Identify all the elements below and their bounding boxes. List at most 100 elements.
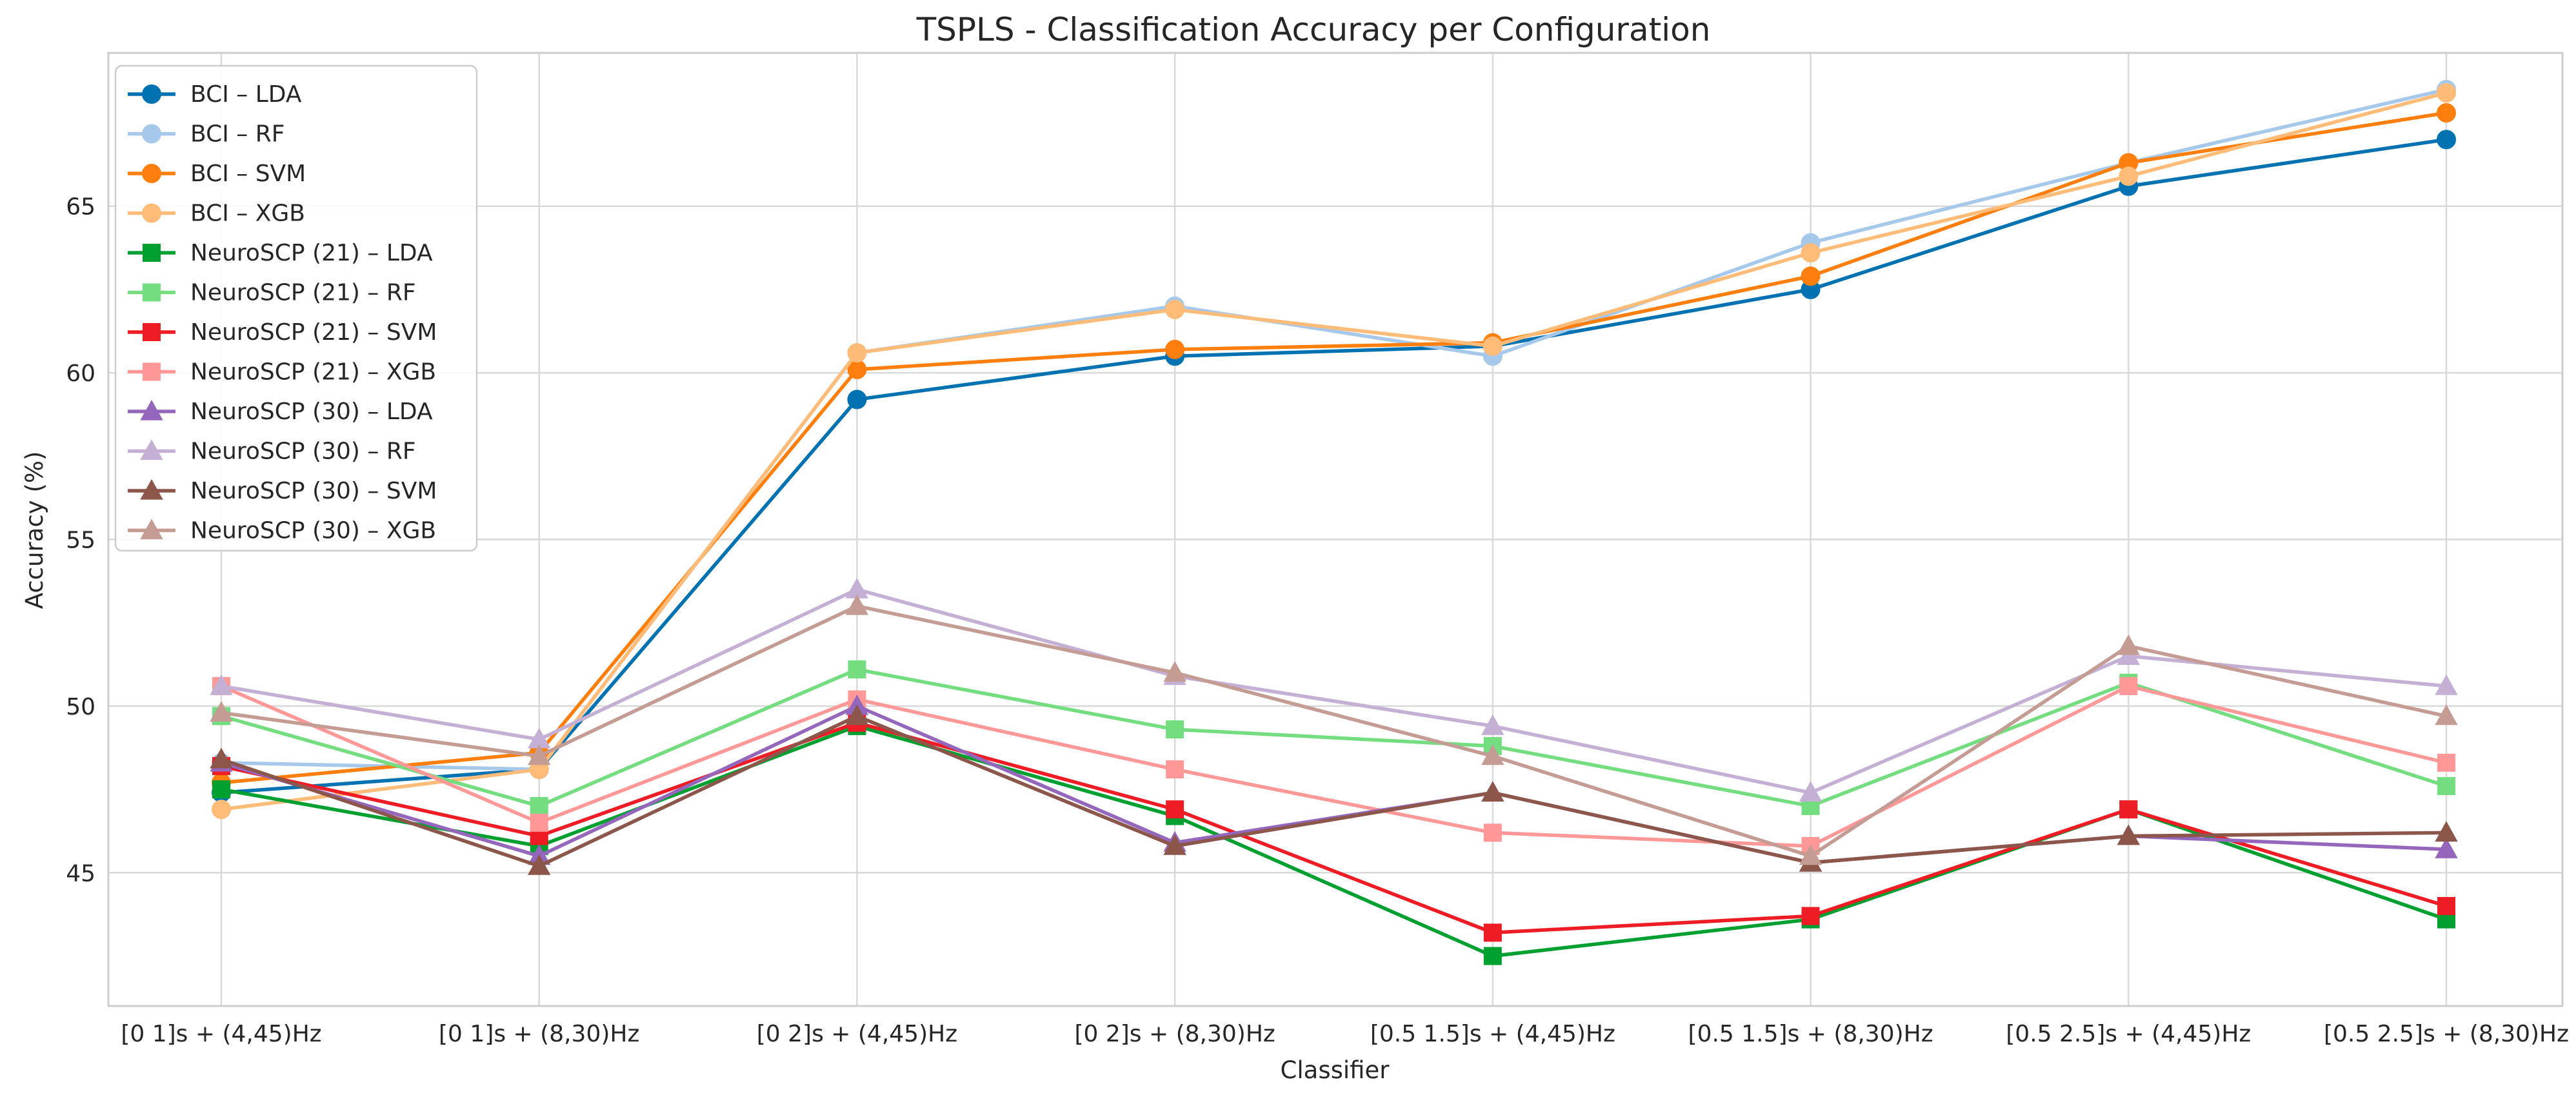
legend-item: NeuroSCP (21) – RF (128, 280, 416, 306)
plot-area-frame (107, 52, 2564, 1007)
data-point (2435, 838, 2458, 858)
legend-box (114, 64, 478, 552)
series-neuroscp-30-rf (210, 577, 2458, 802)
x-tick-label: [0 1]s + (8,30)Hz (439, 1021, 639, 1047)
legend-item: BCI – XGB (128, 201, 305, 227)
data-point (2437, 103, 2456, 123)
data-point (210, 701, 233, 722)
x-tick-label: [0 2]s + (4,45)Hz (757, 1021, 957, 1047)
legend-label: BCI – RF (190, 121, 285, 148)
y-tick-labels: 45 50 55 60 65 (66, 194, 95, 887)
data-point (1483, 824, 1502, 842)
data-point (1481, 744, 1504, 765)
series-line (221, 714, 2447, 868)
data-point (210, 747, 233, 769)
data-point (2437, 130, 2456, 150)
data-point (1799, 781, 1822, 802)
data-point (848, 660, 866, 679)
data-point (2435, 704, 2458, 725)
data-point (1166, 760, 1184, 779)
data-point (1481, 781, 1504, 802)
data-point (1799, 844, 1822, 865)
data-point (1801, 266, 1821, 286)
legend-label: NeuroSCP (30) – SVM (190, 478, 437, 504)
series-line (221, 720, 2447, 935)
legend-label: BCI – SVM (190, 161, 306, 187)
data-point (2117, 644, 2140, 666)
data-point (2437, 83, 2456, 103)
legend-item: NeuroSCP (30) – RF (128, 439, 416, 465)
series-bci-xgb (212, 83, 2456, 820)
legend-label: NeuroSCP (21) – LDA (190, 240, 433, 266)
data-point (2437, 896, 2455, 915)
x-tick-label: [0.5 2.5]s + (8,30)Hz (2324, 1021, 2569, 1047)
series-layer (210, 79, 2458, 965)
data-point (528, 744, 551, 765)
series-line (221, 111, 2447, 785)
legend-item: BCI – RF (128, 121, 285, 148)
x-tick-label: [0 1]s + (4,45)Hz (121, 1021, 321, 1047)
legend-marker (142, 84, 161, 104)
legend-item: BCI – LDA (128, 81, 302, 108)
data-point (212, 780, 230, 799)
data-point (2437, 753, 2455, 772)
legend-label: BCI – LDA (190, 81, 302, 108)
data-point (845, 704, 869, 725)
y-tick-label: 55 (66, 528, 95, 554)
x-tick-label: [0.5 1.5]s + (8,30)Hz (1688, 1021, 1933, 1047)
data-point (2119, 676, 2138, 695)
data-point (1165, 339, 1185, 359)
legend-marker (142, 164, 161, 183)
data-point (530, 796, 548, 815)
data-point (528, 854, 551, 875)
legend-item: NeuroSCP (30) – LDA (128, 399, 433, 425)
legend-label: NeuroSCP (21) – XGB (190, 359, 436, 386)
data-point (1166, 720, 1184, 739)
data-point (1163, 661, 1186, 682)
series-neuroscp-30-svm (210, 704, 2458, 875)
data-point (1483, 923, 1502, 942)
grid-lines (108, 53, 2562, 1006)
y-tick-label: 65 (66, 194, 95, 221)
legend-marker (143, 244, 161, 262)
data-point (530, 813, 548, 832)
legend-label: NeuroSCP (30) – RF (190, 439, 416, 465)
data-point (1801, 907, 1820, 925)
y-tick-label: 45 (66, 860, 95, 887)
data-point (2119, 800, 2138, 819)
series-line (220, 684, 2447, 848)
data-point (2435, 821, 2458, 842)
y-axis-title: Accuracy (%) (21, 451, 48, 609)
legend-item: NeuroSCP (21) – LDA (128, 240, 433, 266)
series-line (221, 587, 2447, 795)
x-tick-label: [0.5 1.5]s + (4,45)Hz (1370, 1021, 1615, 1047)
data-point (1483, 336, 1503, 356)
legend-marker (142, 203, 161, 223)
data-point (845, 594, 869, 615)
legend-label: NeuroSCP (21) – RF (190, 280, 416, 306)
legend-label: BCI – XGB (190, 201, 305, 227)
legend-label: NeuroSCP (30) – LDA (190, 399, 433, 425)
series-line (221, 667, 2447, 808)
data-point (210, 674, 233, 695)
series-neuroscp-30-xgb (210, 594, 2458, 865)
y-tick-label: 50 (66, 694, 95, 720)
legend-label: NeuroSCP (30) – XGB (190, 518, 436, 544)
legend-marker (143, 323, 161, 341)
data-point (1165, 299, 1185, 319)
legend: BCI – LDA BCI – RF BCI – SVM BCI – XGB Neuro… (114, 64, 478, 552)
data-point (212, 800, 231, 820)
data-point (2117, 824, 2140, 845)
legend-item: NeuroSCP (30) – XGB (128, 518, 436, 544)
legend-marker (142, 124, 161, 144)
x-tick-label: [0 2]s + (8,30)Hz (1074, 1021, 1275, 1047)
legend-marker (140, 399, 163, 420)
data-point (2117, 634, 2140, 655)
x-tick-label: [0.5 2.5]s + (4,45)Hz (2006, 1021, 2251, 1047)
x-tick-labels: [0 1]s + (4,45)Hz [0 1]s + (8,30)Hz [0 2]s… (121, 1021, 2569, 1047)
data-point (1483, 947, 1502, 965)
legend-marker (143, 283, 161, 302)
legend-item: NeuroSCP (21) – XGB (128, 359, 436, 386)
legend-item: NeuroSCP (21) – SVM (128, 319, 437, 346)
